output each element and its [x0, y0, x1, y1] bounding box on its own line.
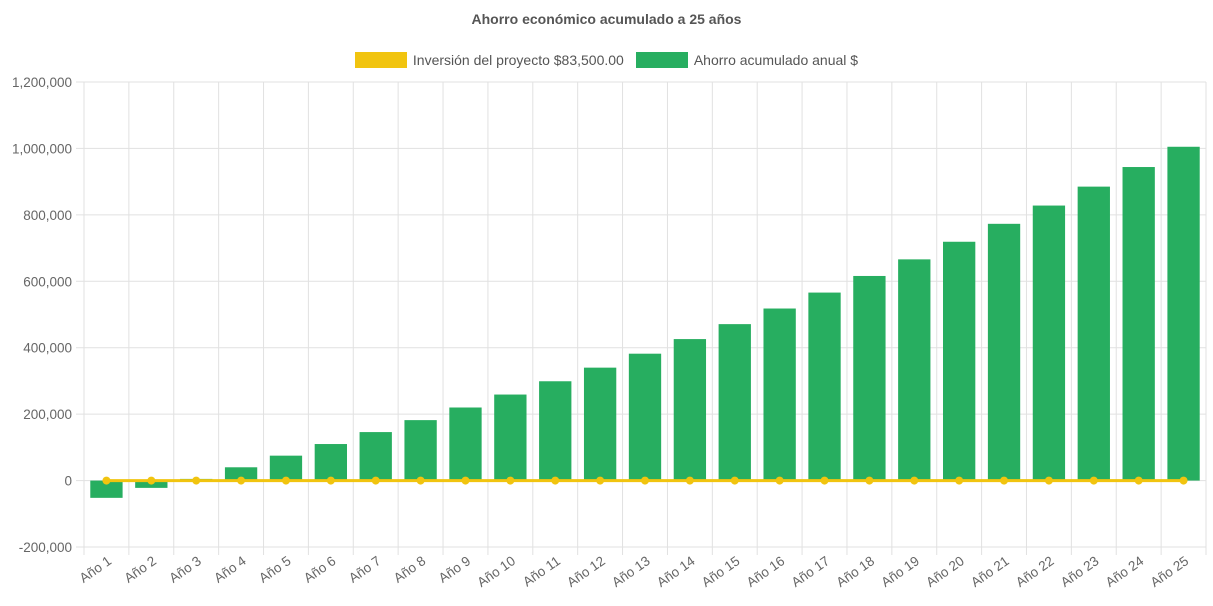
x-tick-label: Año 8 — [391, 553, 429, 586]
x-tick-label: Año 13 — [609, 553, 653, 590]
point-inversion — [416, 476, 425, 485]
x-tick-label: Año 7 — [346, 553, 384, 586]
y-tick-label: 800,000 — [23, 208, 72, 223]
bar-ahorro — [224, 467, 258, 481]
point-inversion — [326, 476, 335, 485]
bar-ahorro — [1122, 167, 1155, 481]
y-tick-label: 400,000 — [23, 341, 72, 356]
x-tick-label: Año 22 — [1013, 553, 1057, 590]
x-tick-label: Año 10 — [474, 553, 518, 590]
bar-ahorro — [1167, 146, 1200, 481]
point-inversion — [1000, 476, 1009, 485]
legend-swatch-savings — [635, 52, 688, 68]
point-inversion — [461, 476, 470, 485]
bar-ahorro — [90, 480, 123, 498]
bar-ahorro — [314, 444, 347, 481]
y-tick-label: 600,000 — [23, 274, 72, 289]
bar-ahorro — [987, 223, 1021, 481]
point-inversion — [147, 476, 156, 485]
point-inversion — [775, 476, 784, 485]
x-tick-label: Año 15 — [699, 553, 743, 590]
x-tick-label: Año 18 — [833, 553, 877, 590]
point-inversion — [730, 476, 739, 485]
point-inversion — [1089, 476, 1098, 485]
x-tick-label: Año 5 — [256, 553, 294, 586]
x-tick-label: Año 4 — [211, 553, 249, 586]
bar-ahorro — [494, 394, 527, 481]
bar-ahorro — [539, 381, 572, 481]
y-tick-label: 0 — [64, 474, 72, 489]
point-inversion — [506, 476, 515, 485]
x-tick-label: Año 2 — [122, 553, 160, 586]
x-tick-label: Año 9 — [436, 553, 474, 586]
point-inversion — [910, 476, 919, 485]
y-tick-label: 200,000 — [23, 407, 72, 422]
point-inversion — [1179, 476, 1188, 485]
y-tick-label: 1,200,000 — [12, 75, 72, 90]
x-tick-label: Año 20 — [923, 553, 967, 590]
x-tick-label: Año 21 — [968, 553, 1012, 590]
point-inversion — [820, 476, 829, 485]
x-tick-label: Año 1 — [77, 553, 115, 586]
point-inversion — [192, 476, 201, 485]
bar-ahorro — [943, 241, 976, 481]
legend-item-investment[interactable]: Inversión del proyecto $83,500.00 — [354, 52, 624, 68]
bar-ahorro — [898, 259, 931, 481]
point-inversion — [641, 476, 649, 485]
point-inversion — [102, 476, 111, 485]
bar-ahorro — [269, 455, 303, 481]
legend-label-investment: Inversión del proyecto $83,500.00 — [412, 52, 624, 68]
bar-ahorro — [449, 407, 482, 481]
legend-label-savings: Ahorro acumulado anual $ — [693, 52, 859, 68]
x-tick-label: Año 6 — [301, 553, 339, 586]
point-inversion — [955, 476, 964, 485]
point-inversion — [1044, 476, 1053, 485]
legend-swatch-investment — [354, 52, 407, 68]
x-tick-label: Año 16 — [744, 553, 788, 590]
bar-ahorro — [404, 420, 437, 481]
point-inversion — [865, 476, 874, 485]
bar-ahorro — [763, 308, 796, 481]
x-tick-label: Año 14 — [654, 553, 698, 590]
bar-ahorro — [853, 275, 886, 481]
legend-item-savings[interactable]: Ahorro acumulado anual $ — [635, 52, 859, 68]
x-tick-label: Año 24 — [1103, 553, 1147, 590]
point-inversion — [551, 476, 560, 485]
x-tick-label: Año 3 — [166, 553, 204, 586]
bar-ahorro — [583, 367, 617, 481]
bar-ahorro — [1032, 205, 1066, 481]
chart-legend: Inversión del proyecto $83,500.00 Ahorro… — [0, 52, 1213, 68]
x-tick-label: Año 25 — [1148, 553, 1192, 590]
bar-ahorro — [628, 353, 662, 481]
point-inversion — [685, 476, 694, 485]
y-tick-label: 1,000,000 — [12, 141, 72, 156]
point-inversion — [371, 476, 380, 485]
point-inversion — [281, 476, 290, 485]
bar-ahorro — [673, 339, 707, 481]
bar-ahorro — [359, 432, 392, 481]
point-inversion — [237, 476, 246, 485]
x-tick-label: Año 17 — [789, 553, 833, 590]
point-inversion — [596, 476, 605, 485]
x-tick-label: Año 11 — [520, 553, 563, 589]
chart-title: Ahorro económico acumulado a 25 años — [471, 11, 742, 27]
point-inversion — [1134, 476, 1143, 485]
bar-ahorro — [808, 292, 841, 481]
bar-ahorro — [1077, 186, 1110, 481]
x-tick-label: Año 12 — [564, 553, 608, 590]
x-tick-label: Año 19 — [878, 553, 922, 590]
y-tick-label: -200,000 — [19, 540, 72, 555]
x-tick-label: Año 23 — [1058, 553, 1102, 590]
bar-ahorro — [718, 324, 751, 481]
